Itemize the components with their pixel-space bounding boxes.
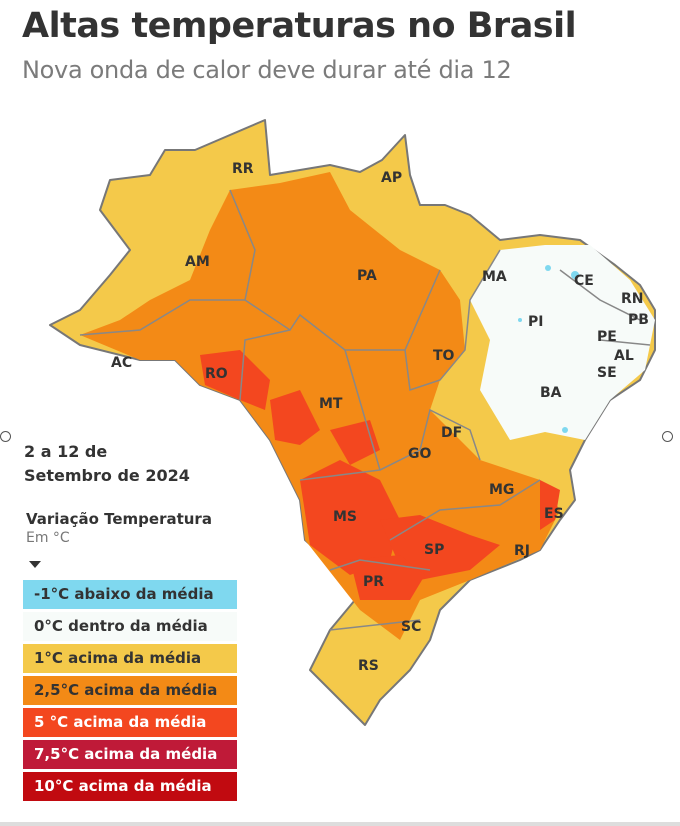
legend-unit: Em °C: [26, 530, 70, 546]
state-label-al: AL: [614, 348, 634, 364]
state-label-mt: MT: [319, 396, 343, 412]
state-label-pa: PA: [357, 268, 377, 284]
state-label-rs: RS: [358, 658, 379, 674]
state-label-rn: RN: [621, 291, 644, 307]
cold-patches: [518, 265, 579, 433]
state-label-to: TO: [433, 348, 455, 364]
legend-item: 2,5°C acima da média: [23, 676, 237, 705]
right-handle[interactable]: [662, 431, 673, 442]
page-subtitle: Nova onda de calor deve durar até dia 12: [22, 56, 512, 84]
state-label-rj: RJ: [514, 543, 530, 559]
legend-item: 5 °C acima da média: [23, 708, 237, 737]
legend-item: 10°C acima da média: [23, 772, 237, 801]
state-label-mg: MG: [489, 482, 514, 498]
caret-down-icon: [29, 561, 41, 568]
state-label-sc: SC: [401, 619, 421, 635]
state-borders: [79, 189, 651, 631]
state-labels: RR AP AM PA MA CE RN PB PE AL SE PI AC R…: [111, 161, 649, 674]
legend-item: -1°C abaixo da média: [23, 580, 237, 609]
bottom-border: [0, 822, 680, 826]
state-label-ap: AP: [381, 170, 402, 186]
state-label-ac: AC: [111, 355, 132, 371]
region-0c-northeast: [470, 245, 655, 440]
state-label-pr: PR: [363, 574, 384, 590]
period-line-2: Setembro de 2024: [24, 466, 190, 485]
state-label-am: AM: [185, 254, 210, 270]
region-5c-patches: [200, 350, 560, 600]
state-label-pi: PI: [528, 314, 543, 330]
state-label-ms: MS: [333, 509, 357, 525]
state-label-ro: RO: [205, 366, 228, 382]
legend: -1°C abaixo da média 0°C dentro da média 1…: [23, 580, 237, 804]
legend-item: 7,5°C acima da média: [23, 740, 237, 769]
state-label-ma: MA: [482, 269, 507, 285]
state-label-pe: PE: [597, 329, 617, 345]
state-label-pb: PB: [628, 312, 649, 328]
state-label-df: DF: [441, 425, 462, 441]
state-label-ba: BA: [540, 385, 562, 401]
state-label-sp: SP: [424, 542, 444, 558]
legend-title: Variação Temperatura: [26, 510, 212, 528]
state-label-se: SE: [597, 365, 617, 381]
state-label-ce: CE: [574, 273, 594, 289]
state-label-es: ES: [544, 506, 564, 522]
left-handle[interactable]: [0, 431, 11, 442]
page-title: Altas temperaturas no Brasil: [22, 6, 577, 46]
state-label-rr: RR: [232, 161, 254, 177]
legend-item: 1°C acima da média: [23, 644, 237, 673]
legend-item: 0°C dentro da média: [23, 612, 237, 641]
state-label-go: GO: [408, 446, 431, 462]
period-label: 2 a 12 de Setembro de 2024: [24, 440, 190, 488]
period-line-1: 2 a 12 de: [24, 442, 108, 461]
